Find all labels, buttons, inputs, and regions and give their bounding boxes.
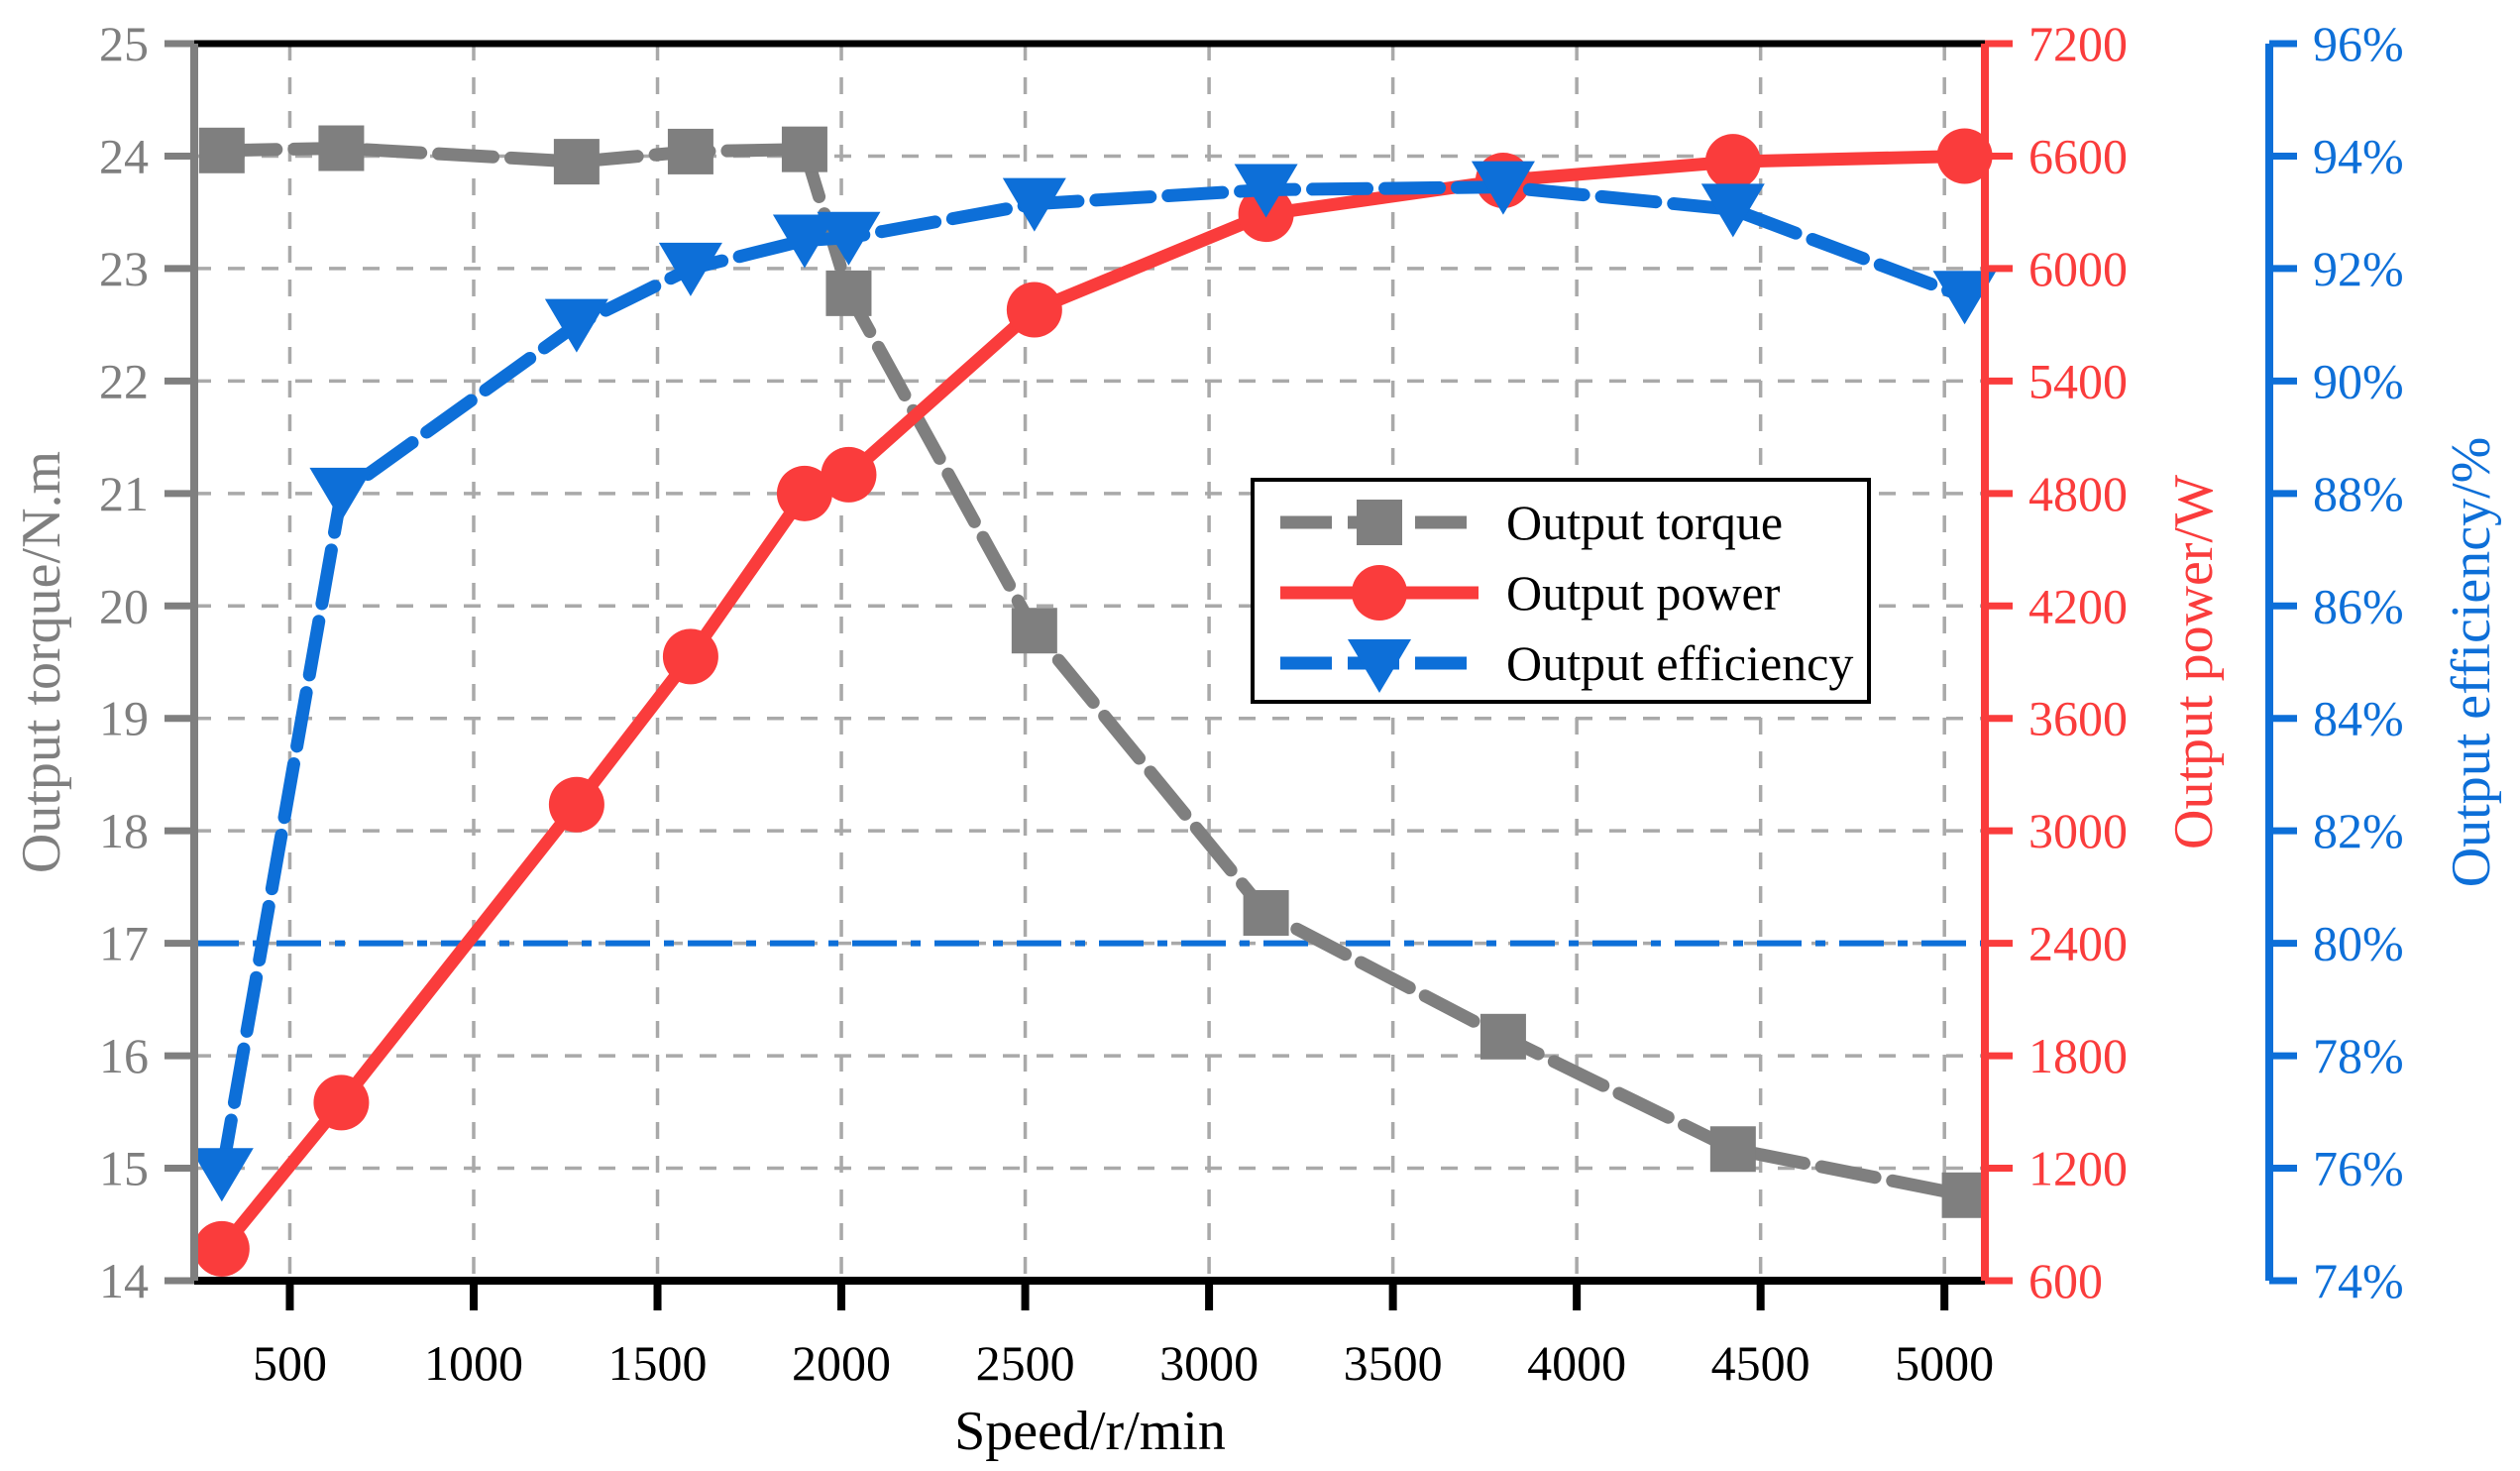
marker-output-power (313, 1075, 370, 1131)
x-tick-label: 1500 (608, 1335, 708, 1391)
legend-label-output-torque: Output torque (1506, 495, 1783, 550)
power-tick-label: 600 (2028, 1253, 2103, 1308)
power-axis-title: Output power/W (2163, 475, 2225, 849)
marker-output-power (662, 628, 718, 685)
marker-output-efficiency (817, 211, 881, 266)
power-tick-label: 4800 (2028, 466, 2128, 521)
efficiency-tick-label: 86% (2313, 578, 2404, 633)
power-tick-label: 1800 (2028, 1028, 2128, 1083)
efficiency-tick-label: 82% (2313, 803, 2404, 858)
marker-output-efficiency (1471, 161, 1535, 215)
marker-output-efficiency (544, 298, 608, 353)
legend-item-output-efficiency: Output efficiency (1280, 635, 1853, 693)
torque-tick-label: 20 (99, 578, 149, 633)
marker-output-power (1006, 282, 1062, 338)
efficiency-tick-label: 80% (2313, 916, 2404, 971)
marker-output-torque (1011, 608, 1057, 654)
torque-tick-label: 25 (99, 16, 149, 71)
axes-layer: 500 1000 1500 2000 2500 3000 3500 4000 4500 5000 1… (99, 16, 2404, 1391)
x-tick-label: 3000 (1159, 1335, 1259, 1391)
power-tick-label: 7200 (2028, 16, 2128, 71)
torque-tick-label: 16 (99, 1028, 149, 1083)
x-tick-label: 4500 (1711, 1335, 1810, 1391)
marker-output-efficiency (1002, 177, 1066, 232)
efficiency-tick-label: 76% (2313, 1141, 2404, 1196)
power-tick-label: 2400 (2028, 916, 2128, 971)
x-tick-label: 5000 (1895, 1335, 1994, 1391)
torque-tick-label: 18 (99, 803, 149, 858)
marker-output-power (776, 465, 832, 521)
power-tick-label: 1200 (2028, 1141, 2128, 1196)
efficiency-tick-label: 92% (2313, 241, 2404, 296)
power-tick-label: 3000 (2028, 803, 2128, 858)
torque-tick-label: 22 (99, 353, 149, 408)
torque-tick-label: 19 (99, 691, 149, 746)
marker-output-torque (1243, 890, 1289, 937)
legend-label-output-power: Output power (1506, 565, 1781, 621)
power-tick-label: 3600 (2028, 691, 2128, 746)
marker-output-efficiency (189, 1148, 254, 1202)
marker-output-torque (198, 127, 245, 173)
legend-marker-square (1357, 500, 1402, 545)
torque-tick-label: 15 (99, 1141, 149, 1196)
marker-output-efficiency (1234, 164, 1298, 218)
marker-output-efficiency (658, 242, 722, 296)
marker-output-power (1704, 134, 1761, 190)
legend: Output torque Output power Output effici… (1251, 478, 1871, 704)
efficiency-tick-label: 88% (2313, 466, 2404, 521)
marker-output-torque (318, 125, 365, 171)
torque-axis-title: Output torque/N.m (11, 451, 72, 873)
legend-item-output-power: Output power (1280, 565, 1781, 621)
legend-marker-circle (1352, 565, 1407, 621)
marker-output-efficiency (1932, 271, 1997, 325)
x-tick-label: 4000 (1527, 1335, 1626, 1391)
efficiency-tick-label: 74% (2313, 1253, 2404, 1308)
efficiency-axis-title: Output efficiency/% (2441, 437, 2502, 888)
marker-output-power (548, 776, 604, 833)
x-axis-title: Speed/r/min (954, 1401, 1226, 1462)
torque-tick-label: 21 (99, 466, 149, 521)
x-tick-label: 500 (253, 1335, 327, 1391)
marker-output-torque (553, 139, 600, 185)
x-tick-label: 2500 (976, 1335, 1075, 1391)
legend-marker-triangle-down (1348, 639, 1411, 693)
x-tick-label: 1000 (424, 1335, 523, 1391)
series-output-efficiency (189, 161, 1997, 1202)
power-tick-label: 6600 (2028, 128, 2128, 183)
series-output-torque (198, 125, 1988, 1218)
torque-tick-label: 23 (99, 241, 149, 296)
marker-output-torque (1479, 1013, 1526, 1060)
marker-output-power (1936, 128, 1993, 184)
efficiency-tick-label: 78% (2313, 1028, 2404, 1083)
marker-output-torque (825, 270, 872, 316)
series-layer (189, 125, 1997, 1277)
efficiency-tick-label: 90% (2313, 353, 2404, 408)
legend-item-output-torque: Output torque (1280, 495, 1783, 550)
marker-output-efficiency (772, 214, 836, 269)
x-tick-label: 3500 (1344, 1335, 1443, 1391)
marker-output-torque (1941, 1172, 1988, 1218)
torque-tick-label: 24 (99, 128, 149, 183)
marker-output-power (821, 446, 877, 503)
marker-output-torque (781, 126, 827, 172)
marker-output-power (193, 1220, 250, 1277)
power-tick-label: 4200 (2028, 578, 2128, 633)
torque-tick-label: 14 (99, 1253, 149, 1308)
series-output-power (193, 128, 1993, 1277)
power-tick-label: 5400 (2028, 353, 2128, 408)
marker-output-efficiency (309, 467, 374, 521)
efficiency-tick-label: 84% (2313, 691, 2404, 746)
power-tick-label: 6000 (2028, 241, 2128, 296)
efficiency-tick-label: 96% (2313, 16, 2404, 71)
efficiency-tick-label: 94% (2313, 128, 2404, 183)
marker-output-torque (1709, 1126, 1756, 1173)
torque-tick-label: 17 (99, 916, 149, 971)
marker-output-efficiency (1700, 183, 1765, 238)
legend-label-output-efficiency: Output efficiency (1506, 635, 1853, 691)
marker-output-torque (667, 128, 713, 174)
x-tick-label: 2000 (792, 1335, 891, 1391)
